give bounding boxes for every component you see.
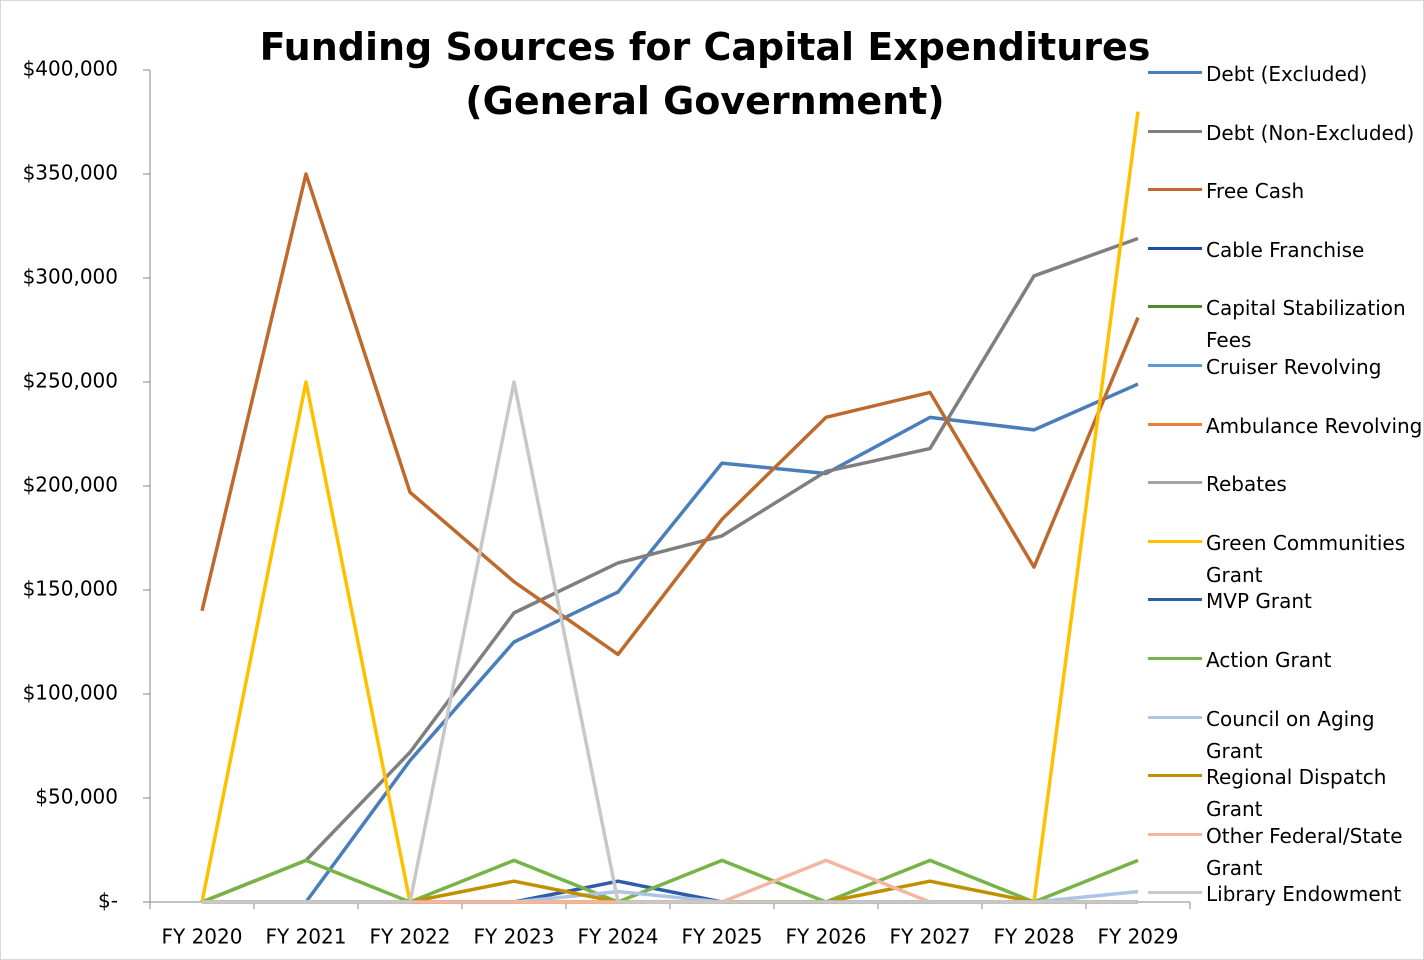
x-tick-label: FY 2021 — [266, 925, 347, 949]
y-tick-label: $- — [98, 889, 118, 913]
legend-label: Action Grant — [1206, 648, 1332, 672]
legend-item: Other Federal/State Grant — [1148, 820, 1424, 880]
legend-swatch — [1148, 715, 1202, 719]
legend-label: Ambulance Revolving — [1206, 413, 1423, 438]
legend-label: Capital Stabilization Fees — [1206, 296, 1406, 353]
x-tick-label: FY 2026 — [786, 925, 867, 949]
series-line — [201, 236, 1139, 904]
legend-swatch — [1148, 422, 1202, 426]
legend-swatch — [1148, 71, 1202, 74]
legend-swatch — [1148, 657, 1202, 660]
y-tick-label: $200,000 — [23, 473, 118, 497]
legend-swatch — [1148, 364, 1202, 367]
x-tick-label: FY 2028 — [994, 925, 1075, 949]
legend-item: Library Endowment — [1148, 878, 1424, 936]
legend-label: Cruiser Revolving — [1206, 355, 1382, 379]
legend-item: Council on Aging Grant — [1148, 703, 1424, 763]
legend-swatch — [1148, 891, 1202, 895]
y-tick-label: $250,000 — [23, 369, 118, 393]
y-tick-label: $100,000 — [23, 681, 118, 705]
legend-label: Cable Franchise — [1206, 237, 1365, 262]
legend-item: Capital Stabilization Fees — [1148, 292, 1424, 352]
y-tick-label: $350,000 — [23, 161, 118, 185]
legend-label: Other Federal/State Grant — [1206, 823, 1403, 880]
legend-swatch — [1148, 832, 1202, 836]
legend-item: MVP Grant — [1148, 585, 1424, 643]
legend-swatch — [1148, 774, 1202, 778]
x-tick-label: FY 2025 — [682, 925, 763, 949]
legend-swatch — [1148, 305, 1202, 309]
x-tick-label: FY 2022 — [370, 925, 451, 949]
legend-label: Debt (Non-Excluded) — [1206, 120, 1415, 145]
y-tick-label: $400,000 — [23, 57, 118, 81]
legend-item: Cruiser Revolving — [1148, 351, 1424, 409]
y-tick-label: $50,000 — [35, 785, 118, 809]
series-line — [202, 380, 1138, 904]
legend-label: Library Endowment — [1206, 882, 1402, 907]
y-tick-label: $300,000 — [23, 265, 118, 289]
series-line — [200, 172, 1140, 657]
legend-label: Green Communities Grant — [1206, 530, 1406, 587]
legend-label: Rebates — [1206, 472, 1287, 497]
legend-label: MVP Grant — [1206, 589, 1312, 614]
legend-item: Cable Franchise — [1148, 234, 1424, 292]
legend-swatch — [1148, 481, 1202, 485]
legend-item: Debt (Excluded) — [1148, 58, 1424, 116]
x-tick-label: FY 2020 — [162, 925, 243, 949]
legend-label: Debt (Excluded) — [1206, 62, 1368, 86]
legend-swatch — [1148, 129, 1202, 133]
legend-item: Regional Dispatch Grant — [1148, 761, 1424, 821]
legend-label: Free Cash — [1206, 179, 1305, 204]
legend-item: Free Cash — [1148, 175, 1424, 233]
legend-item: Green Communities Grant — [1148, 527, 1424, 587]
legend-swatch — [1148, 188, 1202, 192]
legend-item: Rebates — [1148, 468, 1424, 526]
x-tick-label: FY 2023 — [474, 925, 555, 949]
y-tick-label: $150,000 — [23, 577, 118, 601]
legend-item: Action Grant — [1148, 644, 1424, 702]
series-line — [202, 879, 1138, 904]
legend-item: Ambulance Revolving — [1148, 410, 1424, 468]
legend-swatch — [1148, 598, 1202, 602]
legend-item: Debt (Non-Excluded) — [1148, 117, 1424, 175]
series-line — [201, 858, 1139, 904]
legend-swatch — [1148, 539, 1202, 543]
legend-swatch — [1148, 246, 1202, 250]
x-tick-label: FY 2024 — [578, 925, 659, 949]
chart-title: Funding Sources for Capital Expenditures… — [259, 25, 1151, 123]
x-tick-label: FY 2029 — [1098, 925, 1179, 949]
x-tick-label: FY 2027 — [890, 925, 971, 949]
legend-label: Regional Dispatch Grant — [1206, 765, 1387, 822]
series-line — [202, 382, 1139, 904]
legend-label: Council on Aging Grant — [1206, 706, 1375, 763]
